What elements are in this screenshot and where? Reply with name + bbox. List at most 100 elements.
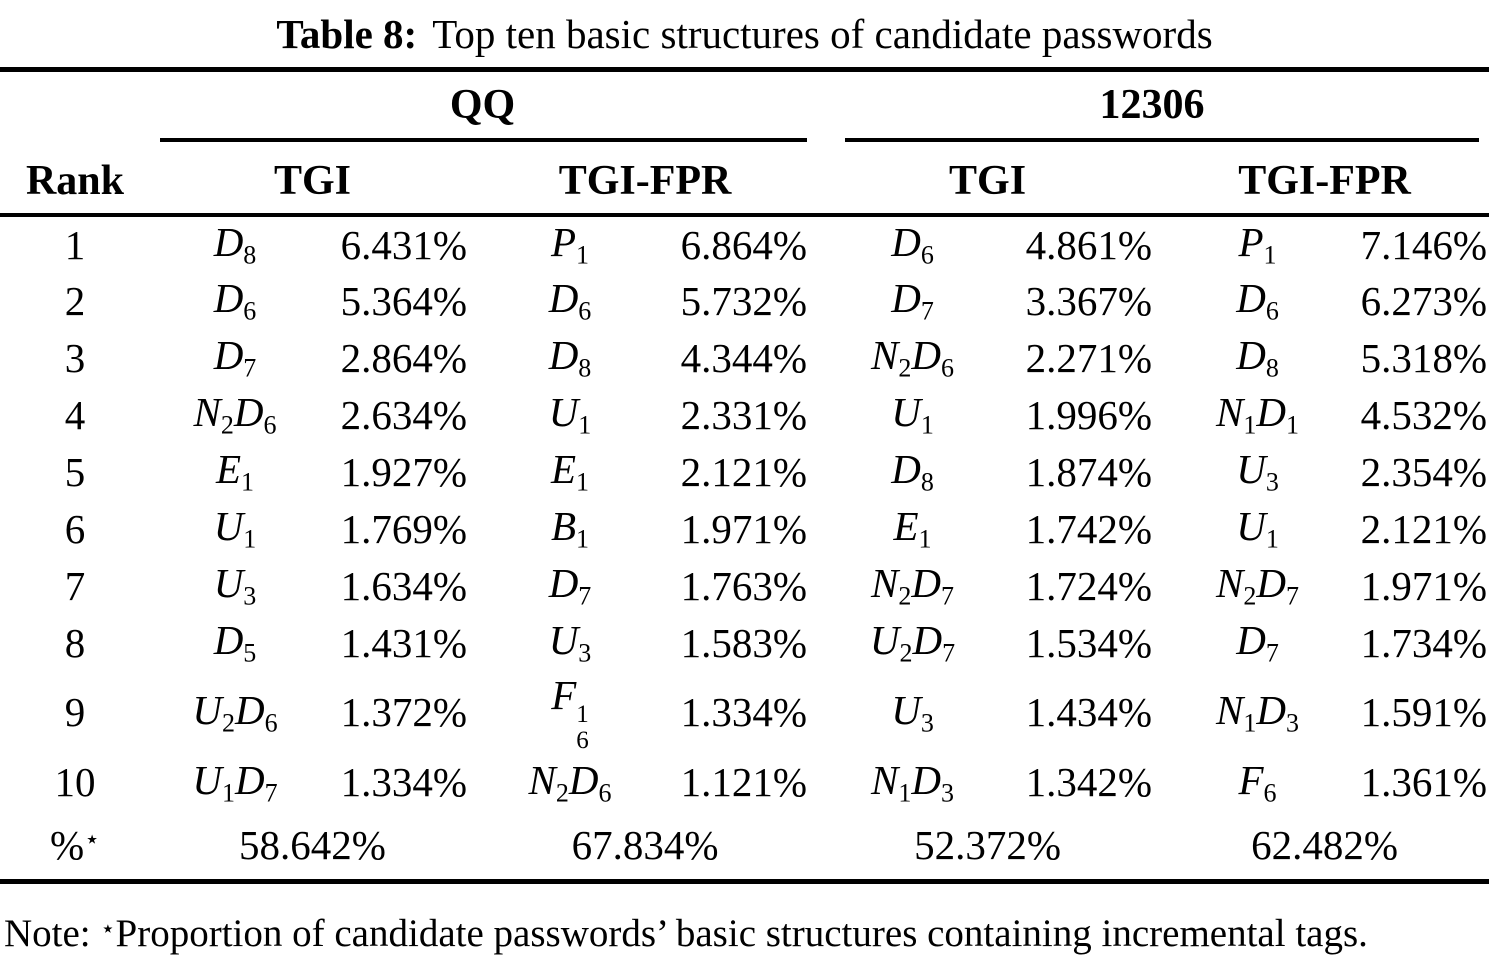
structure-symbol: D xyxy=(891,275,921,322)
structure-symbol: D xyxy=(1256,389,1287,436)
structure-subscript: 1 xyxy=(1243,410,1257,440)
structure-symbol: D xyxy=(911,560,942,607)
structure-symbol: D xyxy=(213,219,244,266)
structure-subscript: 2 xyxy=(899,638,913,668)
structure-subscript: 8 xyxy=(920,467,934,497)
structure-cell: U2D6 xyxy=(150,671,320,754)
structure-symbol: U xyxy=(891,687,921,734)
group-header-12306: 12306 xyxy=(815,67,1489,138)
structure-subscript: 7 xyxy=(578,581,592,611)
structure-symbol: E xyxy=(215,446,242,493)
table-caption: Table 8: Top ten basic structures of cand… xyxy=(0,0,1489,64)
structure-subscript: 1 xyxy=(243,524,257,554)
structure-cell: F6 xyxy=(1160,754,1355,811)
structure-subscript: 1 xyxy=(578,410,592,440)
structure-symbol: N xyxy=(871,332,899,379)
structure-symbol: D xyxy=(568,756,599,803)
rank-cell: 1 xyxy=(64,221,86,268)
structure-symbol: E xyxy=(893,503,919,550)
percent-cell: 1.431% xyxy=(340,619,467,666)
structure-subscript: 2 xyxy=(898,581,912,611)
structure-cell: D6 xyxy=(815,215,1010,272)
summary-row: %⋆ 58.642% 67.834% 52.372% 62.482% xyxy=(0,810,1489,884)
star-superscript: ⋆ xyxy=(84,825,101,854)
percent-cell: 1.334% xyxy=(340,759,467,805)
percent-cell: 6.864% xyxy=(680,221,808,268)
table-row: 4 N2D6 2.634% U1 2.331% U1 1.996% N1D1 4.532% xyxy=(0,386,1489,443)
structure-symbol: P xyxy=(1238,219,1264,266)
percent-cell: 4.861% xyxy=(1025,221,1153,268)
group-rule-12306 xyxy=(845,138,1480,142)
structure-subscript: 3 xyxy=(920,708,934,738)
structure-subscript: 1 xyxy=(576,240,590,270)
percent-cell: 1.591% xyxy=(1360,689,1488,736)
structure-symbol: N xyxy=(1216,560,1244,607)
structure-symbol: D xyxy=(213,332,244,379)
structure-symbol: P xyxy=(550,219,577,266)
structure-cell: B1 xyxy=(475,500,665,557)
rank-cell: 6 xyxy=(64,505,86,552)
structure-cell: U1 xyxy=(815,386,1010,443)
structure-subscript: 3 xyxy=(243,581,257,611)
percent-cell: 1.361% xyxy=(1360,759,1488,805)
structure-symbol: D xyxy=(912,617,943,664)
rank-cell: 4 xyxy=(64,391,86,438)
structure-symbol: D xyxy=(1236,275,1266,322)
percent-cell: 1.927% xyxy=(340,448,467,495)
structure-subscript: 1 xyxy=(241,467,255,497)
structure-subscript: 1 xyxy=(918,524,932,554)
structure-symbol: U xyxy=(891,389,921,436)
structure-subscript: 5 xyxy=(243,638,257,668)
structure-symbol: U xyxy=(1236,503,1266,550)
percent-cell: 1.742% xyxy=(1025,505,1153,552)
structure-symbol: D xyxy=(235,756,265,803)
structure-symbol: D xyxy=(235,687,265,734)
structure-symbol: D xyxy=(1256,687,1287,734)
structure-subscript: 1 xyxy=(1286,410,1300,440)
group-header-qq: QQ xyxy=(150,67,816,138)
structure-symbol: U xyxy=(548,617,579,664)
corner-cell xyxy=(0,67,150,138)
structure-symbol: N xyxy=(1216,389,1244,436)
structure-subscript: 7 xyxy=(920,296,934,326)
structure-subscript: 7 xyxy=(941,581,955,611)
footnote-prefix: Note: xyxy=(4,911,101,955)
percent-cell: 3.367% xyxy=(1025,277,1153,324)
percent-cell: 2.634% xyxy=(340,391,467,438)
footnote-text: Proportion of candidate passwords’ basic… xyxy=(115,911,1368,955)
structure-cell: P1 xyxy=(1160,215,1355,272)
structure-cell: D7 xyxy=(1160,614,1355,671)
structure-symbol: N xyxy=(871,560,899,607)
rank-cell: 7 xyxy=(64,562,86,609)
percent-cell: 1.874% xyxy=(1025,448,1153,495)
table-row: 2 D6 5.364% D6 5.732% D7 3.367% D6 6.273% xyxy=(0,272,1489,329)
structure-cell: D8 xyxy=(475,329,665,386)
table-row: 6 U1 1.769% B1 1.971% E1 1.742% U1 2.121% xyxy=(0,500,1489,557)
percent-cell: 1.121% xyxy=(680,759,808,805)
structure-cell: D6 xyxy=(1160,272,1355,329)
structure-subscript: 1 xyxy=(576,524,590,554)
percent-cell: 6.273% xyxy=(1360,277,1488,324)
structure-subscript: 8 xyxy=(1265,353,1279,383)
structure-symbol: N xyxy=(193,389,221,436)
structure-subscript: 8 xyxy=(578,353,592,383)
percent-cell: 2.354% xyxy=(1360,448,1488,495)
percent-cell: 6.431% xyxy=(340,221,467,268)
structure-symbol: E xyxy=(550,446,577,493)
percent-cell: 1.334% xyxy=(680,689,808,736)
percent-cell: 5.732% xyxy=(680,277,808,324)
structure-symbol: D xyxy=(911,756,942,803)
structure-cell: N2D7 xyxy=(815,557,1010,614)
structure-symbol: D xyxy=(1256,560,1287,607)
structure-symbol: N xyxy=(1216,687,1244,734)
structure-subscript: 3 xyxy=(1265,467,1279,497)
structure-cell: N2D6 xyxy=(150,386,320,443)
structure-subscript: 1 xyxy=(898,778,912,808)
table-row: 3 D7 2.864% D8 4.344% N2D6 2.271% D8 5.318% xyxy=(0,329,1489,386)
structure-cell: N1D3 xyxy=(1160,671,1355,754)
percent-cell: 5.318% xyxy=(1360,334,1488,381)
structure-symbol: D xyxy=(213,617,244,664)
percent-cell: 4.344% xyxy=(680,334,808,381)
